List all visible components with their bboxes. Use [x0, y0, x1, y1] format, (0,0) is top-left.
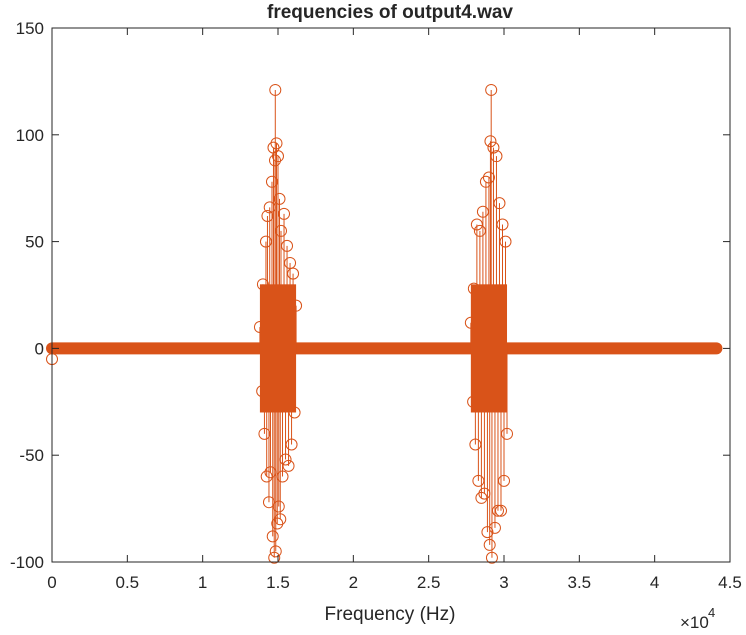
- stem-marker: [259, 235, 272, 248]
- x-tick-label: 1: [198, 573, 207, 592]
- stem-marker: [487, 141, 500, 154]
- y-tick-label: 0: [35, 339, 44, 358]
- stem-marker: [501, 427, 514, 440]
- y-tick-label: 150: [16, 19, 44, 38]
- y-tick-label: -50: [19, 446, 44, 465]
- plot-area: [52, 28, 730, 562]
- stem-marker: [273, 192, 286, 205]
- stem-marker: [281, 239, 294, 252]
- stem-marker: [274, 513, 287, 526]
- stem-marker: [491, 504, 504, 517]
- x-exponent-label: ×10 4: [680, 605, 715, 632]
- stem-marker: [481, 526, 494, 539]
- svg-text:4: 4: [708, 605, 715, 620]
- stem-marker: [268, 551, 281, 564]
- stem-marker: [272, 500, 285, 513]
- stem-marker: [282, 459, 295, 472]
- stem-marker: [287, 267, 300, 280]
- svg-text:×10: ×10: [680, 613, 709, 630]
- stem-marker: [496, 218, 509, 231]
- stem-marker: [473, 224, 486, 237]
- stem-marker: [485, 83, 498, 96]
- stem-marker: [488, 521, 501, 534]
- dense-stem-cluster: [470, 284, 508, 413]
- x-tick-label: 0: [47, 573, 56, 592]
- stem-marker: [470, 218, 483, 231]
- dense-stem-cluster: [259, 284, 297, 413]
- stem-marker: [493, 197, 506, 210]
- stem-marker: [469, 438, 482, 451]
- stem-marker: [276, 470, 289, 483]
- stem-marker: [494, 504, 507, 517]
- stem-marker: [258, 427, 271, 440]
- y-tick-label: 100: [16, 126, 44, 145]
- stem-marker: [271, 517, 284, 530]
- stem-marker: [498, 474, 510, 487]
- x-tick-label: 2.5: [417, 573, 441, 592]
- stem-marker: [269, 545, 282, 558]
- stem-marker: [266, 530, 279, 543]
- x-tick-label: 1.5: [266, 573, 290, 592]
- stem-marker: [472, 474, 485, 487]
- stem-marker: [261, 209, 274, 222]
- stem-marker: [285, 438, 298, 451]
- x-axis-label: Frequency (Hz): [325, 604, 456, 625]
- stem-marker: [475, 491, 488, 504]
- stem-marker: [260, 470, 273, 483]
- stem-marker: [482, 171, 495, 184]
- stem-marker: [278, 207, 291, 220]
- x-tick-label: 4.5: [718, 573, 742, 592]
- y-tick-label: 50: [25, 233, 44, 252]
- x-tick-label: 2: [349, 573, 358, 592]
- stem-marker: [484, 135, 497, 148]
- x-tick-label: 3: [499, 573, 508, 592]
- axes-box: [51, 27, 731, 563]
- stem-marker: [279, 453, 292, 466]
- stem-marker: [483, 538, 496, 551]
- chart-title: frequencies of output4.wav: [267, 2, 513, 23]
- stem-marker: [485, 551, 498, 564]
- stem-marker: [275, 224, 288, 237]
- x-tick-label: 4: [650, 573, 659, 592]
- stem-marker: [272, 150, 284, 163]
- stem-marker: [265, 175, 278, 188]
- stem-marker: [270, 137, 283, 150]
- x-tick-label: 0.5: [116, 573, 140, 592]
- stem-marker: [490, 150, 503, 163]
- y-tick-label: -100: [10, 553, 44, 572]
- stem-marker: [476, 205, 489, 218]
- stem-marker: [269, 83, 282, 96]
- stem-marker: [499, 235, 512, 248]
- x-tick-label: 3.5: [568, 573, 592, 592]
